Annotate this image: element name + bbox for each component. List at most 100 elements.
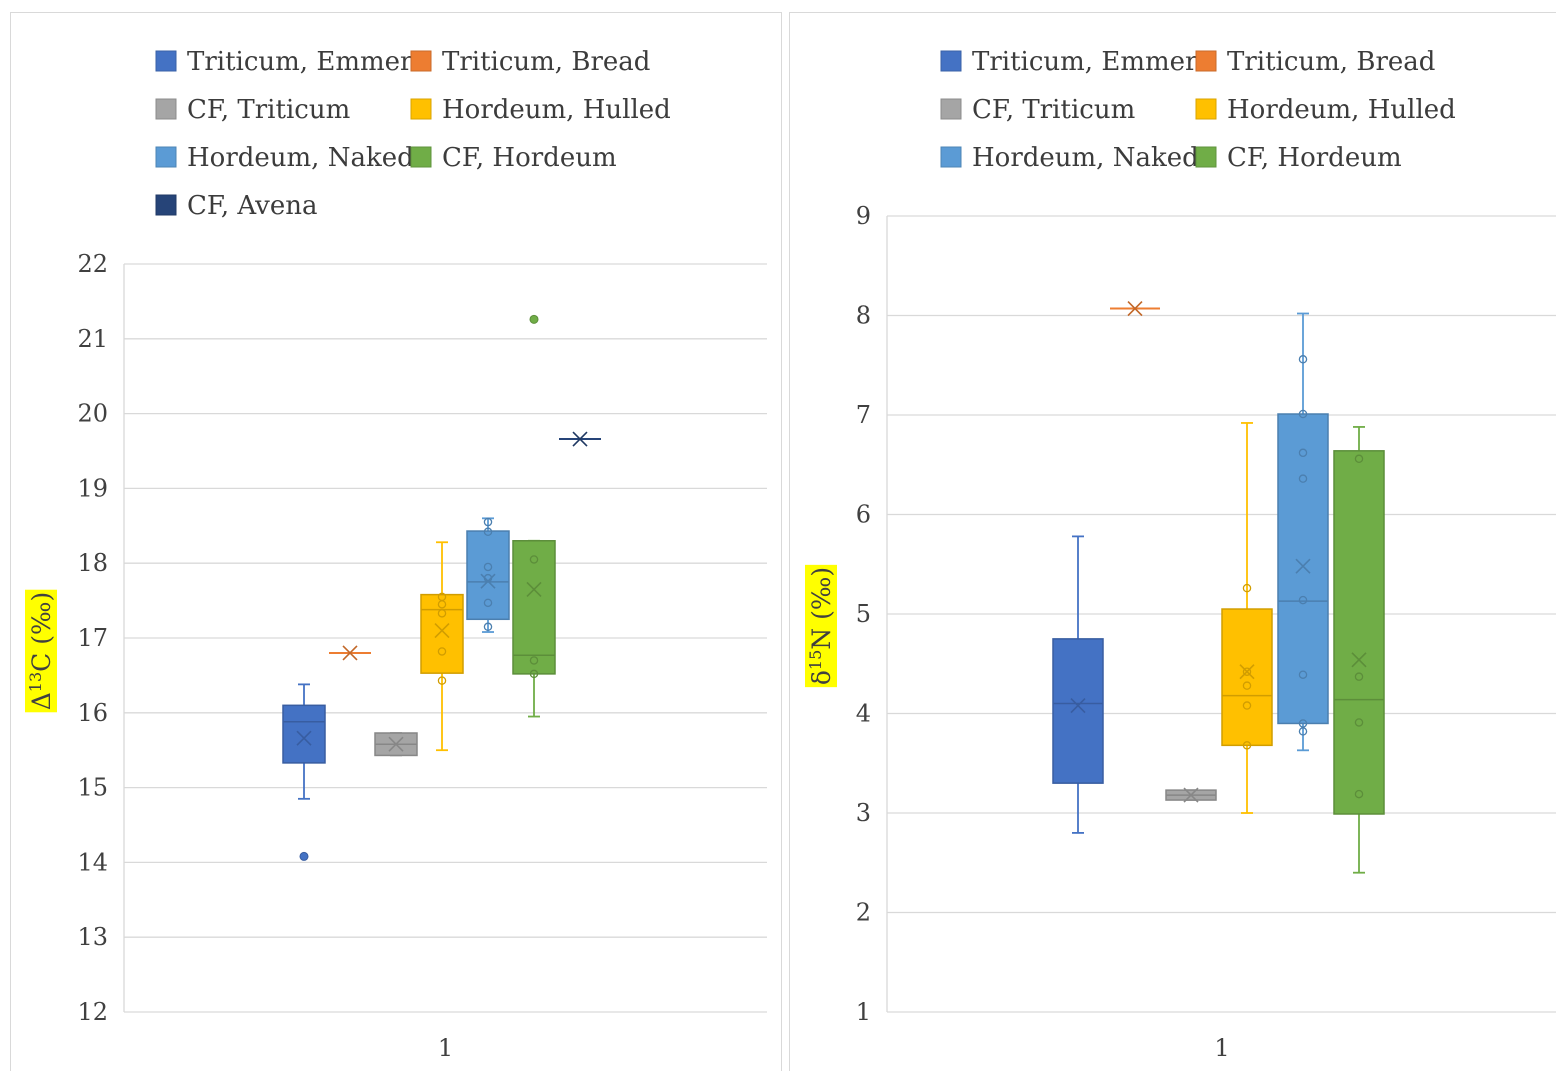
y-tick-label: 9 xyxy=(856,202,871,230)
data-point xyxy=(483,598,493,608)
legend-swatch-cf-avena xyxy=(155,194,177,216)
box-body xyxy=(1052,638,1104,784)
box-hordeum-hulled xyxy=(420,541,464,752)
chart-delta15n: 1 2 3 4 5 6 7 8 9 1 δ15N (‰) Triticum, Emmer Triticu… xyxy=(805,47,1556,1062)
legend-label-hordeum-naked: Hordeum, Naked xyxy=(187,143,414,173)
legend-label-cf-triticum: CF, Triticum xyxy=(187,95,350,125)
mean-marker xyxy=(434,622,450,639)
box-cf-avena xyxy=(559,431,601,447)
box-cf-hordeum xyxy=(512,314,556,718)
legend-label-hordeum-hulled: Hordeum, Hulled xyxy=(442,95,671,125)
box-triticum-emmer xyxy=(282,683,326,861)
mean-marker xyxy=(480,573,496,589)
box-body xyxy=(1277,413,1329,725)
y-axis-title-main: δ xyxy=(807,670,836,685)
mean-marker xyxy=(1239,664,1255,680)
y-tick-label: 18 xyxy=(77,549,108,577)
legend-swatch-triticum-emmer xyxy=(155,50,177,72)
y-axis-title-superscript: 15 xyxy=(806,650,825,670)
mean-marker xyxy=(1183,787,1199,803)
box-cf-triticum xyxy=(1165,787,1217,803)
legend-swatch-cf-triticum xyxy=(940,98,962,120)
data-point xyxy=(529,555,539,564)
mean-marker xyxy=(342,645,358,661)
y-axis-title-highlight xyxy=(25,589,57,713)
legend-swatch-triticum-emmer xyxy=(940,50,962,72)
box-triticum-bread xyxy=(1110,300,1160,317)
y-axis-title-text: δ15N (‰) xyxy=(806,567,836,685)
x-tick-label: 1 xyxy=(1214,1034,1229,1062)
mean-marker xyxy=(572,431,588,447)
legend-swatch-hordeum-hulled xyxy=(410,98,432,120)
data-point xyxy=(437,600,447,609)
box-cf-triticum xyxy=(374,732,418,757)
y-axis-title-text: Δ13C (‰) xyxy=(26,592,56,711)
legend-label-cf-hordeum: CF, Hordeum xyxy=(1227,143,1402,173)
outlier-point xyxy=(529,314,539,324)
mean-marker xyxy=(388,736,404,752)
data-point xyxy=(1298,474,1308,483)
legend-swatch-cf-triticum xyxy=(155,98,177,120)
y-axis-title-highlight xyxy=(805,564,837,688)
y-tick-label: 13 xyxy=(77,923,108,951)
y-tick-label: 4 xyxy=(856,700,871,728)
legend-swatch-cf-hordeum xyxy=(410,146,432,168)
data-point xyxy=(529,656,539,665)
x-tick-label: 1 xyxy=(438,1034,453,1062)
y-tick-label: 20 xyxy=(77,400,108,428)
y-tick-label: 6 xyxy=(856,501,871,529)
y-tick-label: 15 xyxy=(77,774,108,802)
box-body xyxy=(1221,608,1273,747)
box-hordeum-naked xyxy=(1277,312,1329,752)
legend-label-hordeum-hulled: Hordeum, Hulled xyxy=(1227,95,1456,125)
data-point xyxy=(437,609,447,618)
data-point xyxy=(529,669,539,679)
legend-swatch-cf-hordeum xyxy=(1195,146,1217,168)
legend-label-triticum-bread: Triticum, Bread xyxy=(442,47,650,77)
legend-label-cf-triticum: CF, Triticum xyxy=(972,95,1135,125)
box-body xyxy=(420,593,464,674)
data-point xyxy=(1354,454,1364,464)
data-point xyxy=(1298,727,1308,736)
data-point xyxy=(1242,701,1252,710)
mean-marker xyxy=(526,581,542,597)
box-body xyxy=(512,540,556,675)
data-point xyxy=(483,517,493,527)
legend-label-cf-hordeum: CF, Hordeum xyxy=(442,143,617,173)
legend-swatch-triticum-bread xyxy=(410,50,432,72)
y-tick-label: 22 xyxy=(77,250,108,278)
y-tick-label: 7 xyxy=(856,401,871,429)
legend-swatch-hordeum-hulled xyxy=(1195,98,1217,120)
data-point xyxy=(1242,583,1252,593)
legend-label-triticum-emmer: Triticum, Emmer xyxy=(187,47,413,77)
outlier-point xyxy=(299,851,309,861)
data-point xyxy=(1298,719,1308,728)
box-triticum-emmer xyxy=(1052,535,1104,834)
legend-label-triticum-bread: Triticum, Bread xyxy=(1227,47,1435,77)
data-point xyxy=(483,562,493,572)
y-tick-label: 3 xyxy=(856,799,871,827)
y-tick-label: 1 xyxy=(856,998,871,1026)
data-point xyxy=(1242,681,1252,690)
data-point xyxy=(483,527,493,537)
y-tick-label: 19 xyxy=(77,474,108,502)
y-tick-label: 16 xyxy=(77,699,108,727)
mean-marker xyxy=(296,730,312,746)
data-point xyxy=(1298,409,1308,419)
y-axis-title-superscript: 13 xyxy=(26,672,45,692)
mean-marker xyxy=(1127,300,1143,317)
data-point xyxy=(1298,670,1308,679)
legend-label-hordeum-naked: Hordeum, Naked xyxy=(972,143,1199,173)
chart-panel-delta13c: 12 13 14 15 16 17 18 19 20 21 22 1 Δ13C (‰) Triticum,… xyxy=(10,12,782,1071)
data-point xyxy=(483,622,493,632)
data-point xyxy=(1242,741,1252,750)
y-axis-title-rest: N (‰) xyxy=(807,567,836,650)
data-point xyxy=(1354,789,1364,799)
data-point xyxy=(437,647,447,656)
box-hordeum-naked xyxy=(466,517,510,633)
legend-swatch-hordeum-naked xyxy=(940,146,962,168)
data-point xyxy=(437,676,447,685)
y-tick-label: 8 xyxy=(856,302,871,330)
data-point xyxy=(1354,672,1364,681)
y-axis-title-rest: C (‰) xyxy=(27,592,56,672)
